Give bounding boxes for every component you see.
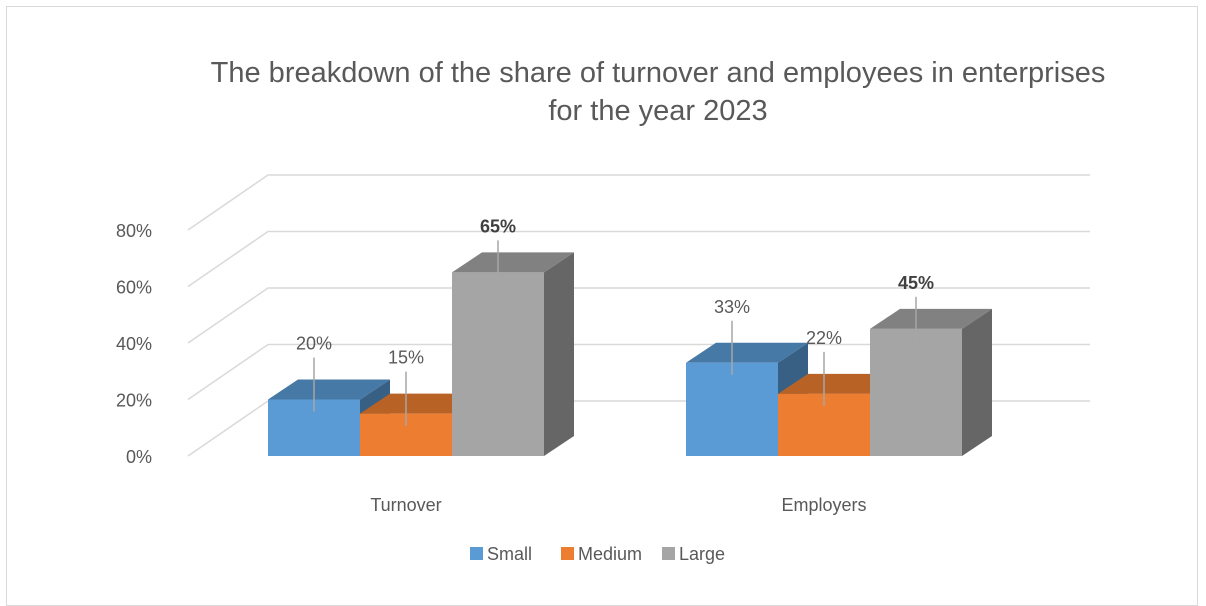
gridline xyxy=(187,174,1090,231)
legend-label: Large xyxy=(679,544,725,564)
gridline xyxy=(187,230,1090,288)
legend-swatch xyxy=(662,547,675,560)
bar xyxy=(452,272,544,456)
data-label: 22% xyxy=(806,328,842,348)
bar xyxy=(870,328,962,456)
data-label: 65% xyxy=(480,216,516,236)
bar-side xyxy=(962,308,992,456)
data-label: 15% xyxy=(388,348,424,368)
gridline xyxy=(187,343,1090,401)
legend-swatch xyxy=(561,547,574,560)
y-tick-label: 0% xyxy=(126,447,152,467)
bar-top xyxy=(686,342,808,363)
y-tick-label: 80% xyxy=(116,221,152,241)
y-tick-label: 60% xyxy=(116,278,152,298)
legend-swatch xyxy=(470,547,483,560)
bar-top xyxy=(778,373,900,394)
y-tick-label: 20% xyxy=(116,391,152,411)
legend-label: Small xyxy=(487,544,532,564)
bar-side xyxy=(544,252,574,456)
bar xyxy=(686,362,778,456)
bar-top xyxy=(870,308,992,329)
chart-title-line-1: The breakdown of the share of turnover a… xyxy=(210,57,1106,89)
chart-title: The breakdown of the share of turnover a… xyxy=(0,54,1206,130)
data-label: 45% xyxy=(898,273,934,293)
data-label: 33% xyxy=(714,297,750,317)
x-tick-label: Employers xyxy=(781,495,866,515)
y-tick-label: 40% xyxy=(116,334,152,354)
bar-top xyxy=(452,252,574,273)
data-label: 20% xyxy=(296,334,332,354)
x-tick-label: Turnover xyxy=(370,495,441,515)
legend-label: Medium xyxy=(578,544,642,564)
chart-title-line-2: for the year 2023 xyxy=(548,95,768,127)
gridline xyxy=(187,287,1090,344)
bar-top xyxy=(268,379,390,400)
bar-top xyxy=(360,393,482,414)
